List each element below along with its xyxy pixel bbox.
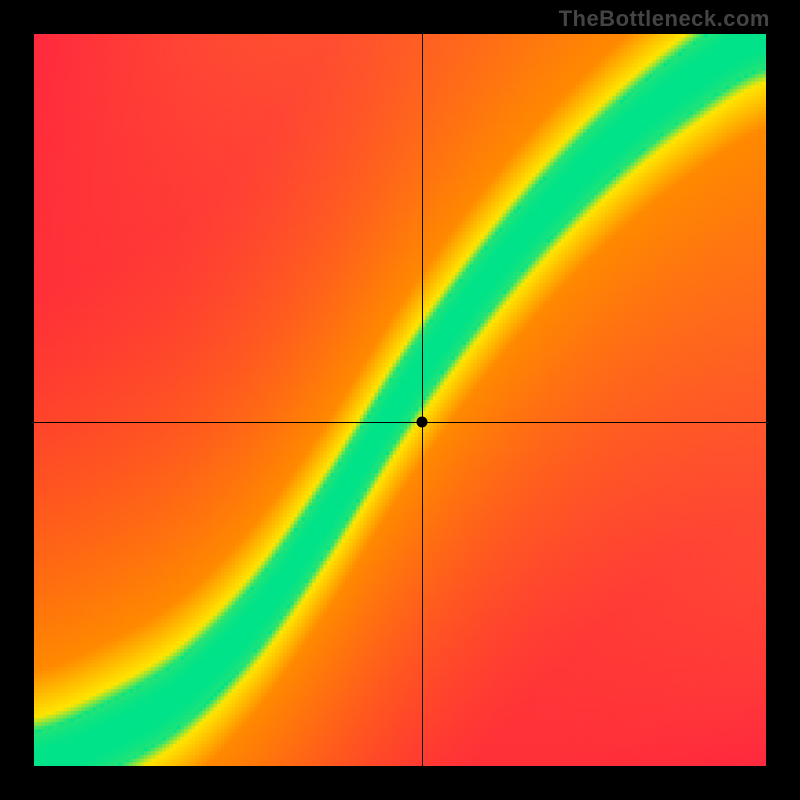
chart-frame: TheBottleneck.com xyxy=(0,0,800,800)
selection-marker[interactable] xyxy=(416,416,427,427)
plot-area xyxy=(34,34,766,766)
bottleneck-heatmap xyxy=(34,34,766,766)
crosshair-horizontal xyxy=(34,422,766,423)
watermark-text: TheBottleneck.com xyxy=(559,6,770,32)
crosshair-vertical xyxy=(422,34,423,766)
